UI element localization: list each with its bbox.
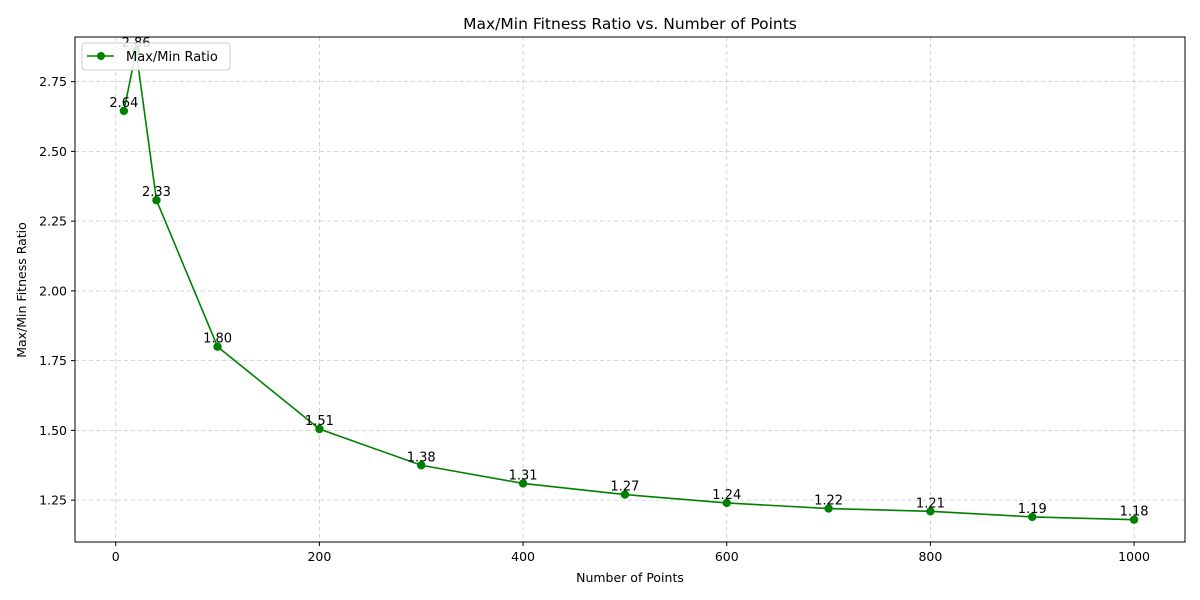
x-tick-label: 200 — [307, 549, 331, 564]
x-tick-label: 600 — [715, 549, 739, 564]
data-point — [417, 461, 426, 470]
x-tick-label: 400 — [511, 549, 535, 564]
plot-frame — [74, 36, 1186, 543]
series-layer — [119, 46, 1139, 524]
axis-ticks: 0 200 400 600 800 1000 1.25 1.50 1.75 2.00 2.25 2.5… — [39, 74, 1150, 564]
y-tick-label: 1.75 — [39, 353, 67, 368]
y-axis-label: Max/Min Fitness Ratio — [14, 222, 29, 358]
data-point — [213, 342, 222, 351]
data-label: 2.64 — [109, 96, 138, 111]
data-label: 1.27 — [610, 480, 639, 495]
data-label: 1.80 — [203, 332, 232, 347]
grid — [75, 37, 1185, 542]
y-tick-label: 1.25 — [39, 493, 67, 508]
chart-title: Max/Min Fitness Ratio vs. Number of Poin… — [463, 15, 797, 33]
data-label: 1.31 — [509, 468, 538, 483]
data-labels: 2.642.862.331.801.511.381.311.271.241.22… — [109, 36, 1148, 520]
y-tick-label: 1.50 — [39, 423, 67, 438]
data-label: 1.24 — [712, 488, 741, 503]
legend-box — [81, 42, 231, 71]
data-point — [620, 490, 630, 499]
legend-marker — [97, 52, 105, 60]
data-label: 1.19 — [1018, 502, 1047, 517]
data-point — [152, 196, 161, 205]
data-point — [926, 507, 935, 516]
data-label: 1.38 — [407, 450, 436, 465]
data-point — [518, 479, 528, 488]
x-axis-label: Number of Points — [576, 570, 684, 585]
y-tick-label: 2.50 — [39, 144, 67, 159]
data-point — [119, 106, 129, 116]
legend: Max/Min Ratio — [81, 42, 231, 71]
y-tick-label: 2.25 — [39, 214, 67, 229]
y-tick-label: 2.00 — [39, 283, 67, 298]
x-tick-label: 0 — [112, 549, 120, 564]
data-label: 2.33 — [142, 185, 171, 200]
y-tick-label: 2.75 — [39, 74, 67, 89]
data-point — [722, 498, 731, 508]
data-label: 1.18 — [1120, 505, 1149, 520]
x-tick-label: 800 — [918, 549, 942, 564]
data-label: 1.51 — [305, 414, 334, 429]
data-point — [1028, 512, 1037, 522]
data-label: 1.22 — [814, 494, 843, 509]
x-tick-label: 1000 — [1118, 549, 1150, 564]
data-point — [824, 504, 833, 513]
data-label: 1.21 — [916, 496, 945, 511]
series-line — [123, 50, 1135, 521]
legend-label: Max/Min Ratio — [126, 50, 218, 65]
data-point — [315, 424, 324, 434]
data-point — [1129, 515, 1139, 524]
